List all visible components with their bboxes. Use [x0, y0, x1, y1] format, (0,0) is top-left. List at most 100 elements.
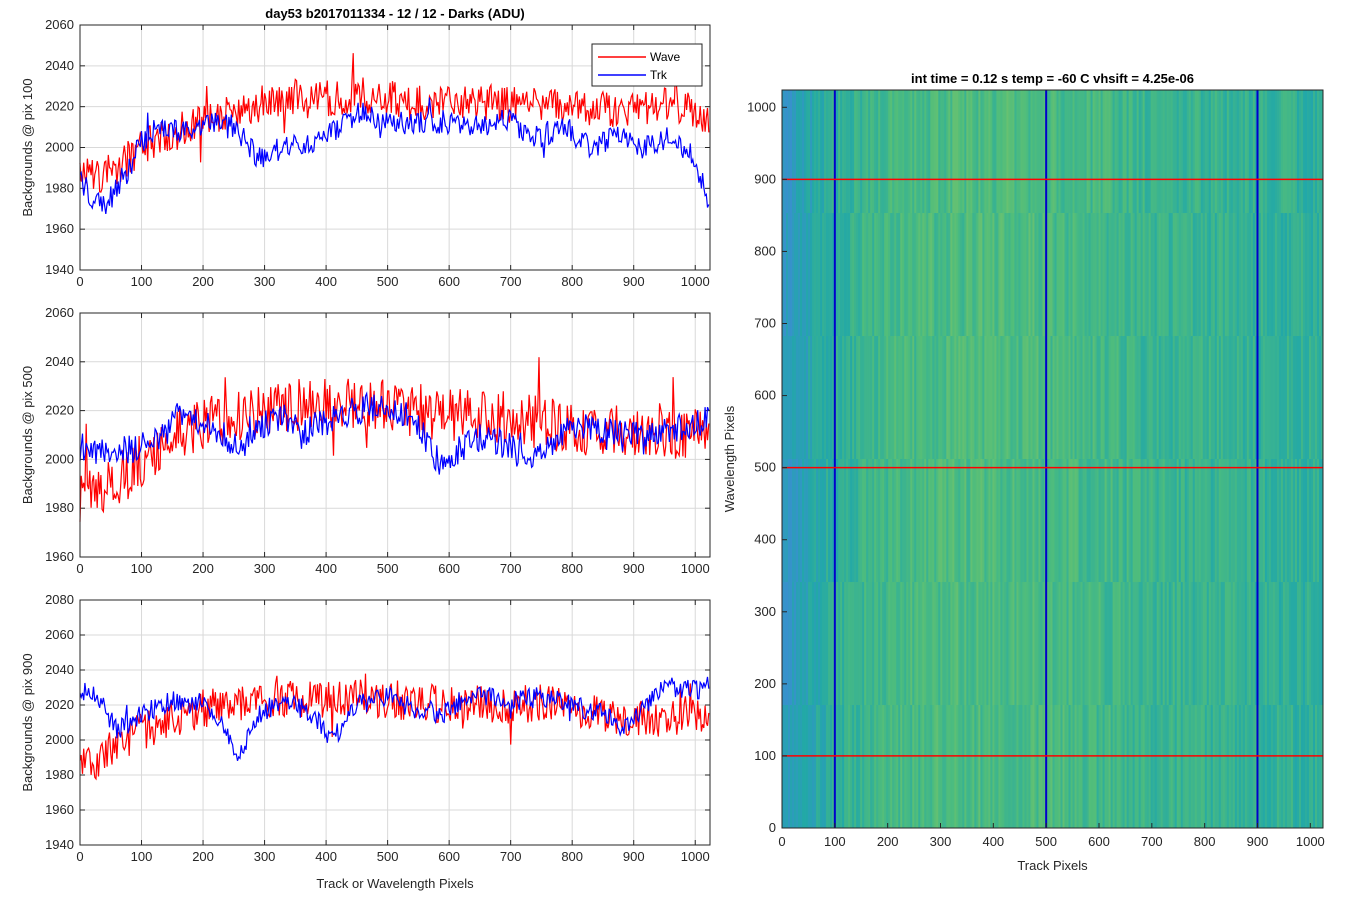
heatmap-cell [1138, 705, 1142, 829]
heatmap-cell [1030, 336, 1033, 460]
heatmap-cell [1182, 582, 1186, 706]
x-tick-label: 400 [982, 834, 1004, 849]
heatmap-cell [978, 582, 981, 706]
heatmap-cell [1160, 336, 1164, 460]
heatmap-cell [782, 705, 785, 829]
heatmap-cell [1084, 213, 1087, 337]
heatmap-cell [946, 459, 949, 583]
heatmap-cell [1296, 336, 1300, 460]
heatmap-cell [1300, 336, 1304, 460]
heatmap-cell [1196, 582, 1200, 706]
heatmap-cell [934, 705, 937, 829]
heatmap-cell [810, 459, 813, 583]
heatmap-cell [1042, 90, 1045, 214]
heatmap-cell [1198, 705, 1202, 829]
x-tick-label: 700 [500, 561, 522, 576]
heatmap-cell [1200, 582, 1204, 706]
heatmap-cell [1162, 705, 1166, 829]
heatmap-cell [1026, 705, 1029, 829]
heatmap-cell [1178, 336, 1182, 460]
heatmap-cell [1036, 705, 1039, 829]
heatmap-cell [1080, 459, 1083, 583]
heatmap-cell [874, 90, 877, 214]
heatmap-cell [992, 213, 995, 337]
y-tick-label: 900 [754, 171, 776, 186]
heatmap-cell [952, 336, 955, 460]
heatmap-cell [1148, 213, 1152, 337]
heatmap-cell [1108, 90, 1111, 214]
heatmap-cell [1030, 90, 1033, 214]
heatmap-cell [876, 336, 879, 460]
x-tick-label: 0 [76, 849, 83, 864]
heatmap-cell [1046, 582, 1049, 706]
heatmap-cell [902, 213, 905, 337]
heatmap-cell [906, 336, 909, 460]
heatmap-cell [842, 213, 845, 337]
heatmap-cell [870, 213, 873, 337]
heatmap-cell [1182, 705, 1186, 829]
heatmap-cell [1160, 582, 1164, 706]
heatmap-cell [912, 213, 915, 337]
heatmap-cell [1010, 90, 1013, 214]
heatmap-cell [1222, 213, 1226, 337]
heatmap-cell [1130, 90, 1134, 214]
heatmap-cell [1298, 705, 1302, 829]
heatmap-cell [986, 90, 989, 214]
heatmap-cell [798, 705, 801, 829]
heatmap-cell [970, 90, 973, 214]
heatmap-cell [908, 336, 911, 460]
heatmap-cell [872, 213, 875, 337]
heatmap-cell [1148, 459, 1152, 583]
heatmap-cell [974, 213, 977, 337]
heatmap-cell [916, 213, 919, 337]
heatmap-cell [882, 336, 885, 460]
heatmap-cell [1062, 582, 1065, 706]
heatmap-cell [1134, 582, 1138, 706]
heatmap-cell [1020, 336, 1023, 460]
heatmap-cell [910, 582, 913, 706]
heatmap-cell [1168, 459, 1172, 583]
heatmap-cell [816, 90, 819, 214]
heatmap-cell [1166, 213, 1170, 337]
heatmap-cell [1228, 459, 1232, 583]
heatmap-cell [810, 90, 813, 214]
heatmap-cell [950, 582, 953, 706]
heatmap-cell [1046, 90, 1049, 214]
heatmap-cell [1118, 705, 1122, 829]
heatmap-cell [1166, 90, 1170, 214]
heatmap-cell [846, 336, 849, 460]
heatmap-cell [1116, 705, 1120, 829]
heatmap-cell [972, 213, 975, 337]
heatmap-cell [1088, 90, 1091, 214]
heatmap-cell [784, 705, 787, 829]
heatmap-cell [1136, 459, 1140, 583]
heatmap-cell [820, 336, 823, 460]
heatmap-cell [1126, 705, 1130, 829]
heatmap-cell [1132, 213, 1136, 337]
heatmap-cell [1064, 459, 1067, 583]
heatmap-cell [914, 336, 917, 460]
series-line-wave [79, 53, 710, 193]
heatmap-cell [958, 705, 961, 829]
heatmap-cell [928, 336, 931, 460]
x-axis-label: Track Pixels [1017, 858, 1088, 873]
heatmap-cell [1280, 213, 1284, 337]
heatmap-cell [856, 582, 859, 706]
heatmap-cell [796, 582, 799, 706]
heatmap-cell [1254, 336, 1258, 460]
heatmap-cell [1064, 336, 1067, 460]
heatmap-cell [1276, 705, 1280, 829]
heatmap-cell [826, 705, 829, 829]
legend-label-wave: Wave [650, 50, 681, 64]
heatmap-cell [1142, 90, 1146, 214]
heatmap-cell [1172, 582, 1176, 706]
heatmap-cell [1088, 582, 1091, 706]
heatmap-cell [1270, 705, 1274, 829]
heatmap-cell [828, 336, 831, 460]
x-tick-label: 700 [500, 274, 522, 289]
heatmap-cell [944, 705, 947, 829]
heatmap-cell [812, 90, 815, 214]
heatmap-cell [1288, 213, 1292, 337]
heatmap-cell [1120, 336, 1124, 460]
heatmap-cell [968, 582, 971, 706]
